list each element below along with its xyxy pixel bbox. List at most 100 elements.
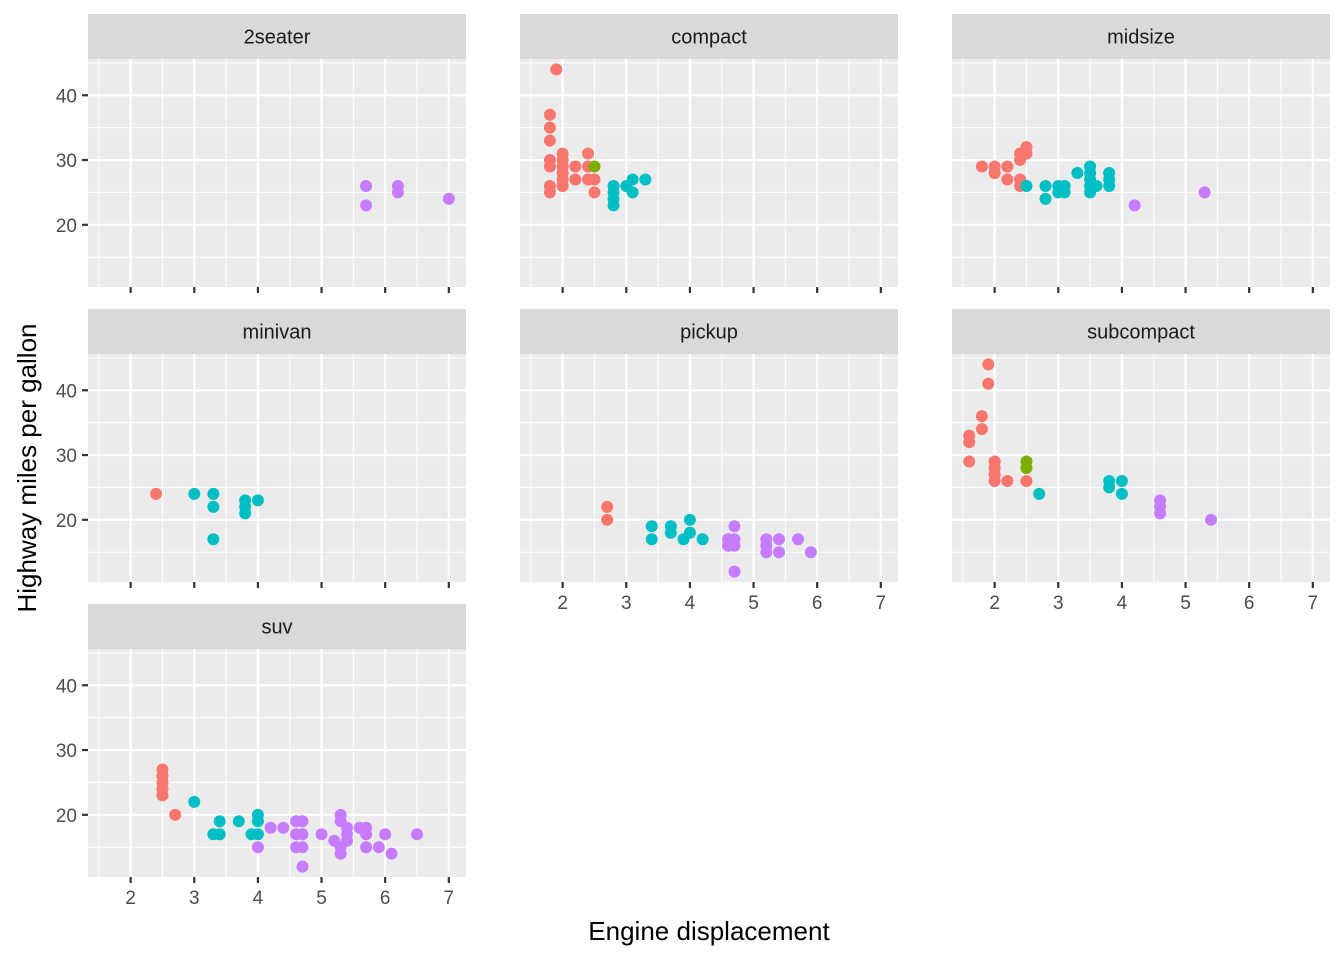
facet-strip xyxy=(952,309,1330,354)
x-tick-label: 5 xyxy=(1180,593,1191,614)
data-point xyxy=(728,565,741,578)
data-point xyxy=(1001,160,1014,173)
data-point xyxy=(804,546,817,559)
facet-strip xyxy=(520,309,898,354)
y-tick-label: 20 xyxy=(56,216,77,237)
data-point xyxy=(760,546,773,559)
data-point xyxy=(150,487,163,500)
data-point xyxy=(385,847,398,860)
y-tick-label: 40 xyxy=(56,86,77,107)
x-tick-label: 5 xyxy=(316,888,327,909)
data-point xyxy=(169,808,182,821)
plot-background xyxy=(952,59,1330,287)
data-point xyxy=(360,179,373,192)
plot-background xyxy=(88,354,466,582)
data-point xyxy=(1058,186,1071,199)
data-point xyxy=(982,377,995,390)
data-point xyxy=(360,841,373,854)
data-point xyxy=(391,186,404,199)
facet-panel-minivan: minivan 20 30 40 xyxy=(56,309,466,588)
x-tick-label: 5 xyxy=(748,593,759,614)
data-point xyxy=(988,167,1001,179)
data-point xyxy=(1128,199,1141,212)
data-point xyxy=(264,821,277,834)
y-tick-label: 20 xyxy=(56,511,77,532)
facet-strip xyxy=(88,604,466,649)
data-point xyxy=(1020,462,1033,474)
data-point xyxy=(334,847,347,860)
data-point xyxy=(588,186,601,199)
facet-strip-label: pickup xyxy=(680,322,738,344)
x-tick-label: 7 xyxy=(876,593,887,614)
data-point xyxy=(1033,487,1046,500)
data-point xyxy=(296,815,309,828)
data-point xyxy=(341,834,353,847)
facet-strip xyxy=(88,14,466,59)
data-point xyxy=(683,526,696,539)
facet-panels: 2seater 20 30 40 compact midsize minivan 20 30 40… xyxy=(56,14,1330,909)
data-point xyxy=(963,436,976,449)
x-tick-label: 3 xyxy=(189,888,200,909)
data-point xyxy=(207,500,220,513)
data-point xyxy=(360,828,373,841)
data-point xyxy=(639,173,652,186)
data-point xyxy=(569,160,582,173)
data-point xyxy=(251,494,264,507)
facet-panel-compact: compact xyxy=(520,14,898,293)
y-tick-label: 20 xyxy=(56,806,77,827)
data-point xyxy=(543,121,556,134)
data-point xyxy=(988,474,1001,487)
data-point xyxy=(296,828,309,841)
data-point xyxy=(569,173,582,186)
y-tick-label: 40 xyxy=(56,676,77,697)
data-point xyxy=(728,520,741,533)
data-point xyxy=(556,179,569,192)
data-point xyxy=(975,423,988,436)
x-tick-label: 4 xyxy=(685,593,696,614)
data-point xyxy=(207,533,220,546)
data-point xyxy=(792,533,805,546)
data-point xyxy=(601,513,614,526)
data-point xyxy=(975,160,988,173)
y-tick-label: 30 xyxy=(56,446,77,467)
data-point xyxy=(1039,192,1052,205)
y-tick-label: 30 xyxy=(56,151,77,172)
data-point xyxy=(1115,474,1128,487)
facet-strip-label: compact xyxy=(671,27,747,49)
facet-strip-label: suv xyxy=(261,617,292,639)
plot-background xyxy=(88,59,466,287)
facet-panel-suv: suv 20 30 40 2 3 4 5 6 7 xyxy=(56,604,466,909)
data-point xyxy=(372,841,385,854)
data-point xyxy=(213,828,226,841)
data-point xyxy=(664,526,677,539)
data-point xyxy=(543,160,556,173)
x-tick-label: 7 xyxy=(444,888,455,909)
data-point xyxy=(1103,481,1116,494)
data-point xyxy=(607,199,620,212)
data-point xyxy=(251,815,264,828)
data-point xyxy=(207,487,220,500)
data-point xyxy=(411,828,423,841)
data-point xyxy=(696,533,709,546)
data-point xyxy=(251,841,264,854)
facet-strip xyxy=(88,309,466,354)
data-point xyxy=(156,789,169,802)
facet-panel-pickup: pickup 2 3 4 5 6 7 xyxy=(520,309,898,614)
x-axis-title: Engine displacement xyxy=(588,916,830,946)
data-point xyxy=(1001,173,1014,186)
data-point xyxy=(1103,179,1116,192)
data-point xyxy=(360,199,373,212)
plot-background xyxy=(952,354,1330,582)
data-point xyxy=(1001,474,1014,487)
x-tick-label: 2 xyxy=(989,593,1000,614)
data-point xyxy=(1020,474,1033,487)
data-point xyxy=(588,160,601,173)
data-point xyxy=(543,134,556,147)
data-point xyxy=(550,63,563,76)
facet-strip-label: 2seater xyxy=(244,27,311,49)
x-tick-label: 6 xyxy=(812,593,823,614)
data-point xyxy=(188,487,201,500)
data-point xyxy=(188,795,201,808)
data-point xyxy=(232,815,245,828)
